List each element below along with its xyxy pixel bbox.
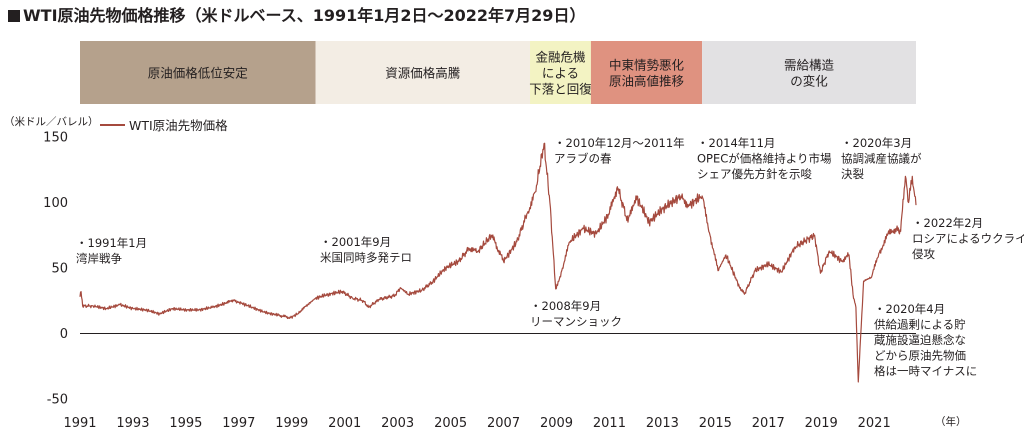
annotation-3: ・2010年12月～2011年アラブの春 [554, 136, 685, 166]
x-tick-label: 1995 [169, 416, 202, 431]
annotation-2: ・2008年9月リーマンショック [530, 299, 622, 329]
y-axis-ticks: 150 100 50 0 -50 [43, 131, 68, 408]
y-tick-label: 50 [51, 262, 68, 277]
series-layer [79, 142, 917, 383]
annotation-1: ・2001年9月米国同時多発テロ [320, 235, 412, 265]
x-tick-label: 1997 [222, 416, 255, 431]
x-tick-label: 2013 [646, 416, 679, 431]
y-tick-label: 150 [43, 131, 68, 146]
y-axis-label: （米ドル／バレル） [4, 115, 99, 128]
period-band-0 [80, 41, 316, 104]
x-tick-label: 2015 [699, 416, 732, 431]
x-tick-label: 1991 [63, 416, 96, 431]
period-band-4 [702, 41, 916, 104]
x-tick-label: 2001 [328, 416, 361, 431]
series-line-0 [79, 142, 917, 383]
x-tick-label: 2007 [487, 416, 520, 431]
annotations: ・1991年1月湾岸戦争 ・2001年9月米国同時多発テロ・2008年9月リーマン… [76, 136, 1024, 378]
legend: WTI原油先物価格 [100, 118, 228, 133]
annotation-5: ・2020年3月協調減産協議が決裂 [841, 136, 922, 181]
annotation-4: ・2014年11月 OPECが価格維持より市場シェア優先方針を示唆 [697, 136, 832, 181]
period-band-3 [590, 41, 703, 104]
y-tick-label: -50 [47, 393, 68, 408]
annotation-6: ・2022年2月ロシアによるウクライナ侵攻 [912, 216, 1024, 261]
period-band-label-1: 資源価格高騰 [385, 66, 461, 81]
annotation-0: ・1991年1月湾岸戦争 [76, 236, 147, 266]
period-band-label-0: 原油価格低位安定 [148, 66, 248, 81]
x-tick-label: 1999 [275, 416, 308, 431]
x-tick-label: 1993 [116, 416, 149, 431]
x-tick-label: 2005 [434, 416, 467, 431]
x-tick-label: 2011 [593, 416, 626, 431]
period-band-label-2: 金融危機による下落と回復 [529, 50, 592, 97]
x-tick-label: 2019 [805, 416, 838, 431]
y-tick-label: 100 [43, 196, 68, 211]
x-tick-label: 2017 [752, 416, 785, 431]
period-band-2 [530, 41, 591, 104]
chart-title-text: WTI原油先物価格推移（米ドルベース、1991年1月2日～2022年7月29日） [23, 6, 586, 25]
period-band-label-3: 中東情勢悪化原油高値推移 [609, 58, 685, 89]
period-band-1 [315, 41, 531, 104]
x-tick-label: 2009 [540, 416, 573, 431]
legend-label: WTI原油先物価格 [129, 118, 228, 133]
x-tick-label: 2021 [858, 416, 891, 431]
x-axis-label: （年） [935, 415, 967, 428]
period-band-label-4: 需給構造の変化 [784, 58, 835, 89]
y-tick-label: 0 [60, 327, 68, 342]
title-square-icon [8, 10, 20, 22]
x-axis-ticks: 1991 1993 1995 1997 1999 2001 2003 2005 2007 2009… [63, 416, 890, 431]
chart-title: WTI原油先物価格推移（米ドルベース、1991年1月2日～2022年7月29日） [8, 2, 585, 26]
x-tick-label: 2003 [381, 416, 414, 431]
annotation-7: ・2020年4月供給過剰による貯蔵施設逼迫懸念などから原油先物価格は一時マイナス… [874, 302, 977, 378]
